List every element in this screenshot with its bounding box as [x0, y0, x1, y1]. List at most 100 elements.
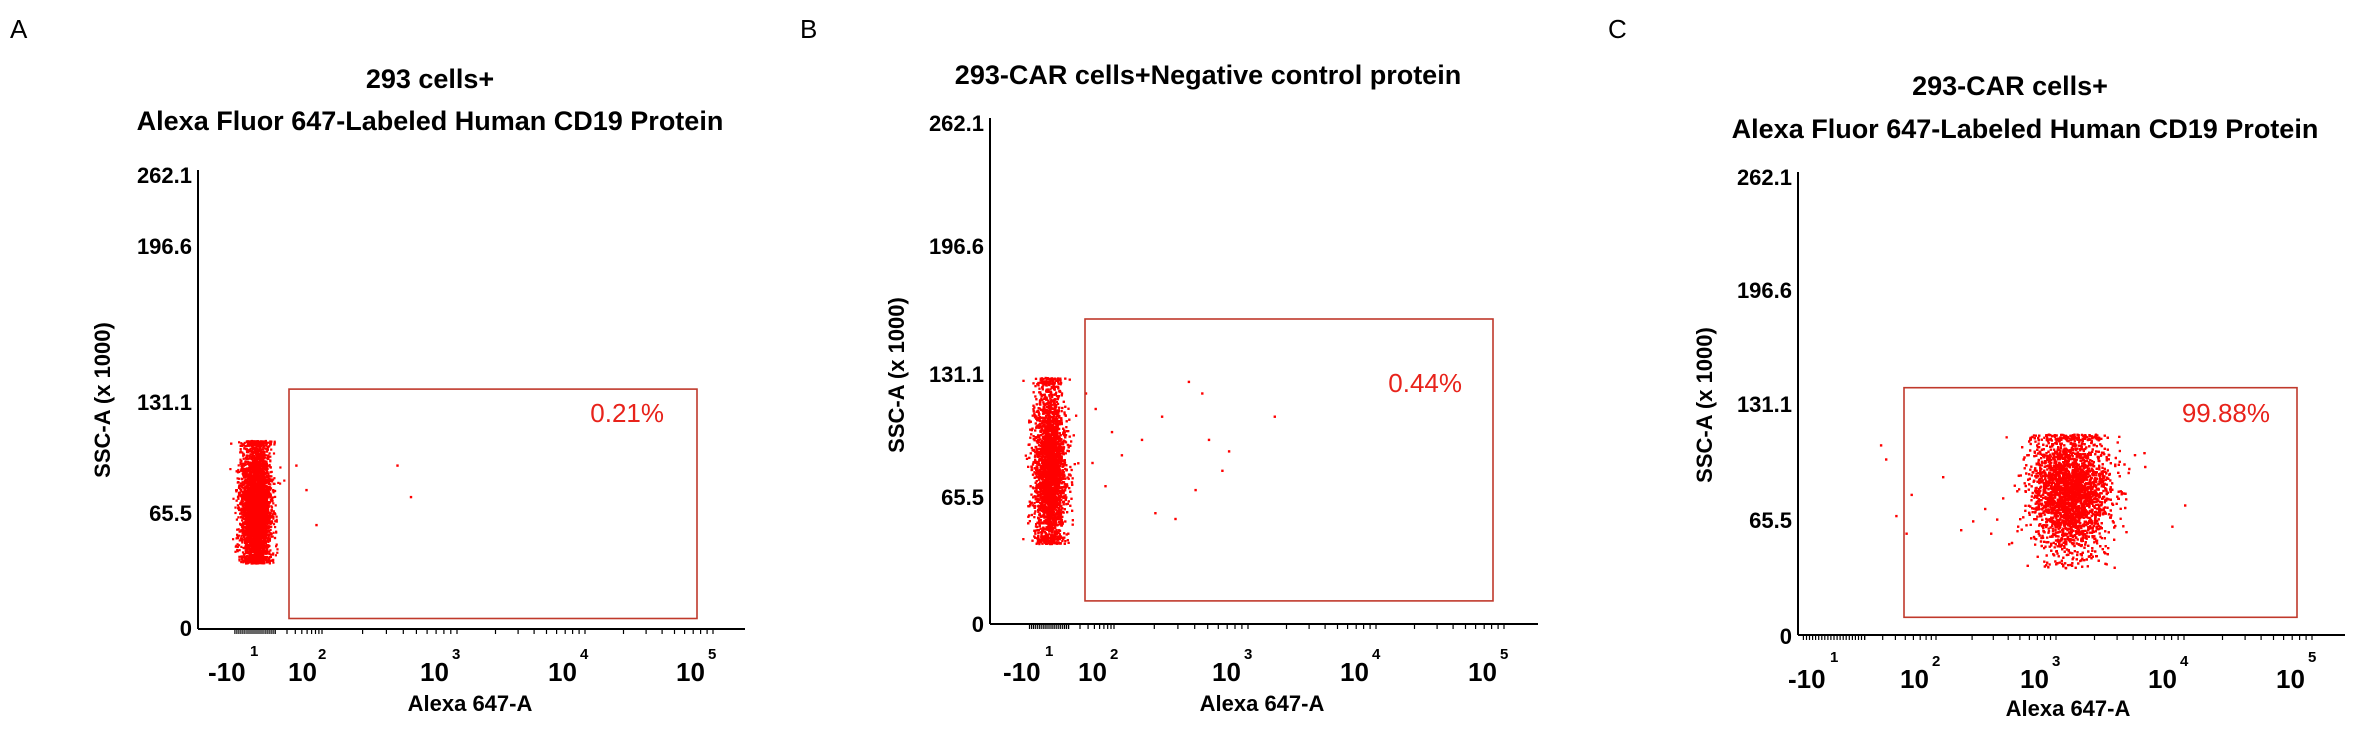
scatter-point: [248, 456, 251, 459]
scatter-point: [252, 460, 255, 463]
scatter-point: [272, 561, 275, 564]
scatter-point: [249, 503, 252, 506]
scatter-point: [238, 493, 241, 496]
scatter-point: [240, 498, 244, 501]
scatter-point: [264, 523, 267, 526]
scatter-point: [253, 442, 256, 445]
scatter-point: [244, 526, 247, 529]
scatter-point: [409, 495, 413, 499]
scatter-point: [246, 483, 249, 486]
scatter-point: [236, 545, 239, 548]
scatter-point: [252, 470, 255, 473]
scatter-point: [270, 497, 273, 500]
chart-title-line-1: 293-CAR cells+Negative control protein: [955, 60, 1461, 90]
x-tick-base: 10: [676, 657, 705, 687]
scatter-point: [257, 539, 260, 542]
scatter-point: [260, 540, 263, 543]
scatter-point: [241, 551, 245, 554]
y-tick-label: 262.1: [137, 163, 192, 188]
scatter-point: [262, 470, 266, 473]
scatter-point: [245, 445, 248, 448]
scatter-point: [268, 481, 271, 484]
scatter-point: [254, 446, 257, 449]
scatter-point: [260, 525, 263, 528]
scatter-point: [237, 464, 240, 467]
scatter-point: [263, 486, 266, 490]
scatter-point: [232, 538, 235, 541]
scatter-point: [238, 549, 241, 552]
scatter-point: [252, 545, 255, 548]
scatter-point: [270, 510, 273, 513]
scatter-point: [258, 452, 261, 455]
scatter-point: [240, 534, 243, 538]
scatter-point: [273, 477, 276, 480]
scatter-point: [242, 494, 245, 497]
scatter-point: [268, 522, 271, 525]
scatter-point: [266, 481, 269, 484]
scatter-point: [252, 512, 255, 515]
scatter-point: [274, 520, 277, 523]
scatter-point: [254, 479, 257, 482]
scatter-point: [245, 460, 248, 463]
scatter-point: [249, 453, 252, 456]
scatter-point: [261, 532, 264, 535]
scatter-point: [258, 548, 261, 551]
scatter-point: [247, 540, 250, 544]
scatter-point: [271, 553, 275, 556]
scatter-point: [242, 533, 245, 537]
scatter-point: [259, 481, 262, 484]
scatter-point: [273, 440, 276, 443]
scatter-point: [250, 531, 253, 534]
scatter-point: [261, 472, 264, 475]
scatter-point: [248, 527, 251, 530]
scatter-point: [253, 518, 256, 521]
scatter-point: [266, 545, 269, 548]
scatter-point: [267, 474, 270, 477]
scatter-point: [244, 485, 247, 488]
scatter-point: [242, 468, 245, 471]
scatter-point: [265, 532, 268, 535]
scatter-point: [265, 460, 268, 463]
scatter-point: [246, 561, 250, 564]
scatter-point: [265, 472, 268, 475]
scatter-point: [257, 450, 260, 453]
scatter-point: [249, 483, 252, 486]
scatter-point: [249, 516, 252, 519]
scatter-point: [256, 452, 260, 455]
scatter-point: [250, 476, 253, 479]
scatter-point: [250, 464, 253, 467]
scatter-point: [268, 512, 271, 515]
scatter-point: [242, 483, 245, 486]
scatter-point: [256, 554, 259, 557]
scatter-point: [254, 475, 258, 478]
scatter-point: [238, 555, 241, 558]
scatter-point: [247, 518, 250, 521]
scatter-point: [243, 537, 247, 540]
scatter-point: [264, 529, 268, 532]
scatter-point: [268, 552, 271, 555]
scatter-point: [264, 499, 267, 502]
scatter-point: [251, 443, 255, 446]
scatter-point: [267, 445, 270, 449]
scatter-point: [255, 443, 258, 446]
scatter-point: [268, 452, 271, 455]
scatter-point: [259, 447, 262, 450]
scatter-point: [241, 478, 244, 481]
scatter-point: [253, 454, 256, 457]
scatter-point: [252, 462, 255, 465]
scatter-point: [258, 466, 261, 469]
scatter-point: [274, 504, 277, 507]
scatter-point: [247, 550, 250, 553]
scatter-point: [256, 509, 259, 512]
scatter-point: [315, 523, 318, 527]
scatter-point: [235, 499, 238, 502]
scatter-point: [238, 559, 241, 562]
scatter-point: [244, 550, 247, 553]
scatter-point: [283, 479, 286, 482]
scatter-point: [255, 539, 258, 542]
scatter-point: [266, 522, 269, 525]
x-tick-exponent: 3: [452, 646, 460, 663]
scatter-point: [256, 442, 260, 445]
scatter-point: [243, 447, 246, 450]
scatter-point: [262, 530, 266, 533]
